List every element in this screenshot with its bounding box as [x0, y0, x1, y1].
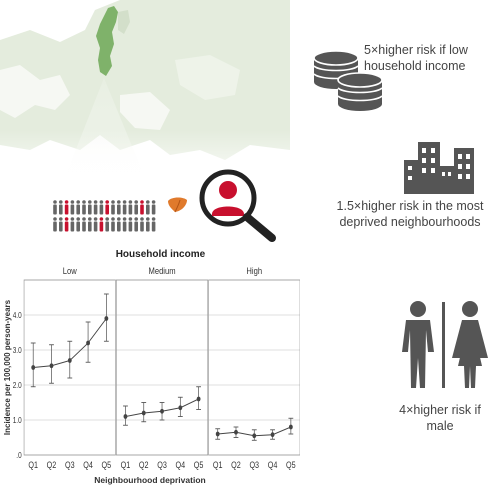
buildings-icon	[404, 142, 474, 194]
data-point	[178, 405, 183, 411]
person-icon	[105, 200, 109, 215]
person-icon	[93, 217, 98, 232]
male-female-icon	[402, 301, 488, 388]
person-icon	[151, 200, 156, 215]
person-icon	[53, 200, 57, 215]
income-fact: 5×higher risk if low household income	[364, 43, 468, 73]
person-icon	[134, 200, 138, 215]
person-icon	[64, 217, 69, 232]
x-tick-label: Q3	[249, 460, 259, 470]
population-icon	[53, 200, 156, 232]
data-point	[67, 358, 72, 363]
panel-frame	[208, 279, 300, 456]
panel-frame	[115, 279, 209, 456]
person-icon	[99, 200, 104, 215]
data-point	[234, 429, 238, 435]
x-tick-label: Q2	[47, 460, 57, 470]
person-icon	[93, 200, 98, 215]
y-axis-title: Incidence per 100,000 person-years	[3, 299, 12, 435]
x-tick-label: Q3	[65, 460, 75, 470]
person-icon	[88, 217, 92, 232]
x-tick-label: Q5	[102, 460, 112, 470]
person-icon	[64, 200, 69, 215]
y-tick-label: 2.0	[13, 380, 22, 390]
data-point	[288, 424, 293, 430]
panel-frame	[23, 279, 116, 456]
person-icon	[134, 217, 138, 232]
chart-title: Household income	[116, 249, 206, 260]
person-icon	[140, 200, 144, 215]
coins-icon	[313, 50, 383, 111]
neighbourhood-fact: 1.5×higher risk in the most deprived nei…	[336, 199, 484, 229]
liver-icon	[168, 197, 187, 213]
person-icon	[151, 217, 156, 232]
magnifier-person-icon	[199, 169, 276, 242]
sex-fact: 4×higher risk if male	[399, 403, 481, 433]
data-point	[270, 432, 275, 438]
x-tick-label: Q1	[28, 460, 38, 470]
incidence-chart: Household income Low Q1 Q2 Q3 Q4 Q5 Medium Q1 Q2 Q…	[3, 249, 300, 485]
data-point	[49, 363, 54, 369]
person-icon	[111, 200, 115, 215]
data-point	[141, 410, 146, 416]
data-point	[123, 414, 128, 419]
data-point	[215, 431, 220, 437]
person-icon	[82, 217, 86, 232]
person-icon	[111, 217, 115, 232]
europe-map-icon	[0, 0, 290, 190]
y-tick-label: 3.0	[13, 345, 22, 355]
person-icon	[146, 200, 150, 215]
x-tick-label: Q5	[286, 460, 296, 470]
person-icon	[76, 217, 80, 232]
person-icon	[122, 200, 127, 215]
person-icon	[76, 200, 80, 215]
plot-area: Low Q1 Q2 Q3 Q4 Q5 Medium Q1 Q2 Q3 Q4 Q5 High Q1 Q2 Q3 Q…	[13, 265, 300, 470]
person-icon	[128, 200, 133, 215]
x-axis-title: Neighbourhood deprivation	[94, 475, 205, 485]
panel-label: Low	[63, 265, 78, 276]
person-icon	[140, 217, 144, 232]
person-icon	[70, 217, 75, 232]
sweden-shape	[96, 6, 118, 76]
data-point	[31, 365, 36, 370]
person-icon	[146, 217, 150, 232]
person-icon	[70, 200, 75, 215]
y-tick-label: 1.0	[13, 415, 22, 425]
person-icon	[99, 217, 104, 232]
x-tick-label: Q4	[176, 460, 186, 470]
data-point	[86, 340, 91, 346]
person-icon	[105, 217, 109, 232]
x-tick-label: Q3	[157, 460, 167, 470]
panel-label: High	[246, 265, 262, 276]
person-icon	[128, 217, 133, 232]
x-tick-label: Q2	[139, 460, 149, 470]
x-tick-label: Q1	[213, 460, 223, 470]
x-tick-label: Q5	[194, 460, 204, 470]
person-icon	[59, 217, 63, 232]
person-icon	[82, 200, 86, 215]
panel-label: Medium	[148, 265, 175, 276]
person-icon	[88, 200, 92, 215]
person-icon	[117, 217, 121, 232]
person-icon	[117, 200, 121, 215]
x-tick-label: Q4	[83, 460, 93, 470]
person-icon	[122, 217, 127, 232]
data-point	[252, 433, 257, 439]
data-point	[196, 396, 201, 402]
person-icon	[53, 217, 57, 232]
y-tick-label: 4.0	[13, 310, 22, 320]
data-point	[160, 408, 164, 414]
x-tick-label: Q1	[121, 460, 131, 470]
x-tick-label: Q4	[268, 460, 278, 470]
person-icon	[59, 200, 63, 215]
y-tick-label: .0	[16, 450, 21, 460]
x-tick-label: Q2	[231, 460, 241, 470]
data-point	[104, 316, 109, 321]
